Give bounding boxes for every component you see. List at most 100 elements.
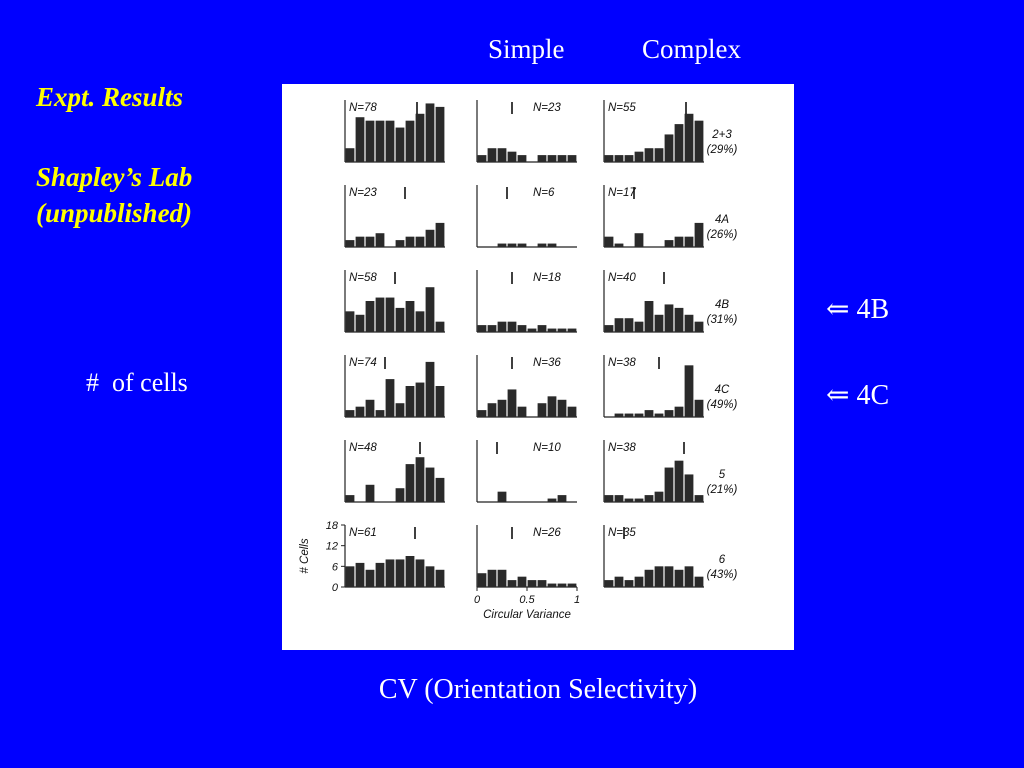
n-count-label: N=58: [349, 272, 377, 284]
histogram-bar: [497, 399, 507, 417]
histogram-bar: [537, 403, 547, 417]
cells-count-label: # of cells: [86, 368, 188, 397]
layer-label: 2+3: [711, 129, 732, 141]
histogram-bar: [674, 406, 684, 417]
histogram-bar: [375, 233, 385, 247]
histogram-bar: [567, 406, 577, 417]
histogram-bar: [497, 491, 507, 502]
layer-percent-label: (21%): [707, 484, 738, 496]
x-axis-title: Circular Variance: [483, 609, 571, 621]
histogram-bar: [654, 314, 664, 332]
histogram-bar: [345, 410, 355, 417]
histogram-bar: [425, 361, 435, 417]
n-count-label: N=38: [608, 442, 636, 454]
histogram-bar: [537, 325, 547, 332]
histogram-bar: [507, 243, 517, 247]
histogram-bar: [517, 406, 527, 417]
histogram-bar: [624, 413, 634, 417]
histogram-bar: [355, 236, 365, 247]
n-count-label: N=23: [533, 102, 561, 114]
histogram-bar: [477, 155, 487, 162]
histogram-bar: [694, 222, 704, 247]
layer-percent-label: (43%): [707, 569, 738, 581]
y-axis-title: # Cells: [299, 538, 311, 573]
histogram-bar: [634, 233, 644, 247]
histogram-bar: [355, 562, 365, 587]
y-tick-label: 18: [326, 520, 339, 532]
histogram-bar: [497, 148, 507, 162]
histogram-bar: [527, 580, 537, 587]
complex-column-header: Complex: [642, 34, 741, 64]
histogram-bar: [664, 410, 674, 417]
histogram-bar: [517, 243, 527, 247]
histogram-bar: [547, 396, 557, 417]
histogram-bar: [355, 117, 365, 162]
histogram-bar: [487, 403, 497, 417]
histogram-bar: [395, 488, 405, 502]
histogram-bar: [614, 243, 624, 247]
shapley-lab-label: Shapley’s Lab (unpublished): [36, 162, 193, 228]
histogram-bar: [405, 386, 415, 417]
histogram-bar: [385, 297, 395, 332]
histogram-bar: [604, 236, 614, 247]
histogram-bar: [694, 495, 704, 502]
histogram-bar: [477, 573, 487, 587]
n-count-label: N=26: [533, 527, 561, 539]
histogram-bar: [654, 413, 664, 417]
histogram-bar: [405, 556, 415, 587]
histogram-bar: [365, 120, 375, 162]
n-count-label: N=35: [608, 527, 636, 539]
histogram-bar: [435, 386, 445, 417]
histogram-bar: [385, 120, 395, 162]
n-count-label: N=18: [533, 272, 561, 284]
layer-4b-arrow: ⇐ 4B: [826, 294, 890, 325]
layer-label: 4B: [715, 299, 729, 311]
histogram-bar: [604, 155, 614, 162]
layer-percent-label: (29%): [707, 144, 738, 156]
histogram-bar: [624, 498, 634, 502]
histogram-bar: [507, 151, 517, 162]
histogram-bar: [567, 328, 577, 332]
histogram-bar: [375, 410, 385, 417]
histogram-bar: [385, 379, 395, 417]
histogram-bar: [674, 236, 684, 247]
n-count-label: N=17: [608, 187, 636, 199]
histogram-bar: [365, 236, 375, 247]
histogram-grid: N=78 N=23 N=55 2+3 (29%) N=23 N=6 N=17 4A (26%) N=…: [299, 100, 738, 621]
histogram-bar: [614, 495, 624, 502]
histogram-bar: [365, 399, 375, 417]
histogram-bar: [487, 148, 497, 162]
n-count-label: N=10: [533, 442, 561, 454]
histogram-bar: [547, 155, 557, 162]
histogram-bar: [395, 403, 405, 417]
histogram-bar: [345, 311, 355, 332]
histogram-bar: [345, 495, 355, 502]
x-tick-label: 0: [474, 594, 481, 606]
histogram-bar: [487, 325, 497, 332]
histogram-bar: [634, 413, 644, 417]
histogram-bar: [557, 328, 567, 332]
layer-label: 6: [719, 554, 726, 566]
n-count-label: N=48: [349, 442, 377, 454]
y-tick-label: 12: [326, 541, 338, 553]
histogram-bar: [557, 495, 567, 502]
histogram-bar: [684, 566, 694, 587]
histogram-bar: [345, 148, 355, 162]
histogram-bar: [674, 460, 684, 502]
histogram-bar: [634, 321, 644, 332]
histogram-bar: [614, 413, 624, 417]
histogram-bar: [415, 457, 425, 502]
histogram-bar: [435, 106, 445, 162]
histogram-bar: [537, 243, 547, 247]
histogram-bar: [674, 124, 684, 162]
histogram-bar: [557, 399, 567, 417]
histogram-bar: [557, 155, 567, 162]
histogram-bar: [507, 580, 517, 587]
histogram-bar: [614, 318, 624, 332]
histogram-bar: [415, 382, 425, 417]
histogram-bar: [435, 477, 445, 502]
histogram-bar: [557, 583, 567, 587]
n-count-label: N=55: [608, 102, 636, 114]
histogram-bar: [415, 311, 425, 332]
histogram-bar: [345, 240, 355, 247]
